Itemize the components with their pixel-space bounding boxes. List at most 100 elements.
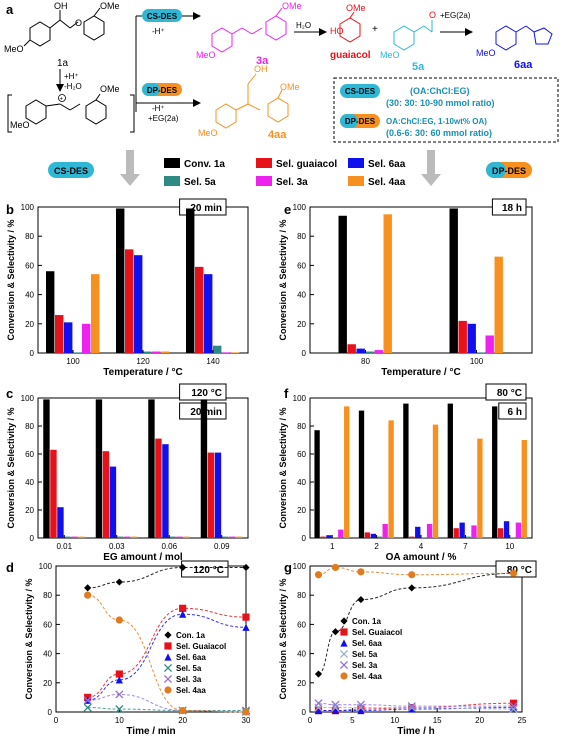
p5a-id-text: 5a — [412, 61, 425, 73]
point-g-1-4 — [509, 699, 518, 707]
y-tick-label: 100 — [39, 562, 53, 571]
sm-meo-text: MeO — [4, 44, 24, 54]
bar-b-2-1 — [195, 266, 204, 353]
ring-cation-right — [85, 99, 107, 125]
bar-e-1-1 — [458, 320, 467, 353]
point-d-0-3 — [242, 563, 250, 572]
legend-entry-d-0: Con. 1a — [176, 631, 205, 640]
bar-f-3-2 — [459, 522, 465, 538]
bar-e-0-1 — [347, 344, 356, 353]
legend-entry-g-2: Sel. 6aa — [352, 639, 382, 648]
chart-panel-b: 0 20 40 60 80 100 Temperature / °C Conversion &… — [6, 198, 249, 378]
right-down-arrow-icon — [421, 150, 441, 186]
y-axis-label: Conversion & Selectivity / % — [6, 407, 16, 528]
bar-b-0-0 — [46, 271, 55, 353]
bar-f-2-5 — [432, 424, 439, 538]
right-des-badge-left — [486, 162, 506, 178]
point-d-2-3 — [242, 623, 250, 631]
legend-marker-g-4-b — [339, 660, 349, 670]
sm-oh-text: OH — [54, 1, 68, 11]
x-tick-label: 7 — [463, 542, 468, 551]
bar-b-1-4 — [152, 351, 161, 353]
point-d-4-0-b — [83, 696, 92, 705]
y-tick-label: 80 — [297, 232, 306, 241]
y-tick-label: 0 — [30, 349, 35, 358]
fit-curve-d-0 — [87, 566, 246, 589]
point-d-2-2 — [179, 610, 187, 618]
bar-b-0-5 — [91, 274, 100, 353]
legend-label-5: Sel. 4aa — [368, 177, 406, 188]
bar-c-3-3 — [221, 536, 229, 538]
bar-f-2-2 — [415, 526, 421, 538]
bar-b-1-2 — [134, 255, 143, 353]
bar-c-0-4 — [71, 536, 78, 538]
x-axis-label: Temperature / °C — [381, 367, 460, 378]
y-tick-label: 60 — [25, 450, 34, 459]
ring-3a-left — [211, 27, 233, 53]
fit-curve-d-4 — [87, 693, 247, 713]
guaiacol-ome-text: OMe — [346, 3, 366, 13]
molecule-5a — [393, 20, 433, 51]
point-d-3-0-b — [83, 703, 92, 712]
legend-marker-g-4 — [339, 660, 349, 670]
panel-label-g: g — [284, 560, 292, 575]
y-tick-label: 60 — [25, 261, 34, 270]
legend-entry-d-4: Sel. 3a — [176, 675, 202, 684]
bar-b-2-3 — [213, 345, 222, 353]
fit-curve-g-4 — [318, 702, 514, 707]
point-g-2-2 — [357, 706, 365, 715]
point-d-3-1 — [115, 705, 124, 714]
point-g-4-0 — [314, 699, 323, 708]
y-axis-label: Conversion & Selectivity / % — [278, 578, 288, 699]
eg-step-text: +EG(2a) — [440, 11, 471, 20]
bar-b-1-3 — [143, 351, 152, 353]
panel-label-d: d — [6, 560, 14, 575]
ring-6aa-dioxolane — [533, 27, 553, 45]
point-g-4-1-b — [331, 700, 340, 709]
bar-f-3-3 — [465, 536, 471, 538]
bar-c-2-5 — [183, 536, 190, 538]
cation-meo-text: MeO — [10, 120, 30, 130]
ring-6aa-benzene — [495, 25, 517, 51]
legend-marker-d-2 — [164, 653, 172, 661]
x-axis-label: Time / min — [126, 726, 175, 737]
bar-c-3-0 — [200, 399, 208, 538]
point-d-4-1-b — [115, 690, 124, 699]
legend-swatch-4 — [256, 176, 272, 186]
y-tick-label: 60 — [43, 620, 52, 629]
legend-label-4: Sel. 3a — [276, 177, 308, 188]
bar-c-1-5 — [130, 536, 138, 538]
water-text: H₂O — [296, 21, 311, 30]
point-g-0-2 — [357, 595, 365, 604]
p4aa-meo-text: MeO — [198, 128, 218, 138]
p6aa-id-text: 6aa — [514, 59, 533, 71]
point-d-1-2 — [179, 604, 187, 612]
point-g-4-2 — [356, 700, 365, 709]
y-tick-label: 0 — [302, 534, 307, 543]
y-tick-label: 20 — [297, 506, 306, 515]
legend-label-3: Sel. 5a — [184, 177, 216, 188]
legend-marker-g-1 — [340, 628, 348, 636]
route-cs-badge — [142, 9, 182, 22]
legend-marker-d-3-b — [163, 663, 173, 673]
fit-curve-d-2 — [87, 613, 247, 701]
legend-marker-g-2 — [340, 639, 348, 647]
ring-4aa-left — [215, 103, 237, 129]
bar-f-2-1 — [409, 536, 415, 538]
y-tick-label: 80 — [297, 422, 306, 431]
bar-f-1-3 — [376, 536, 382, 538]
point-g-3-1-b — [331, 703, 340, 712]
legend-label-0: Conv. 1a — [184, 159, 225, 170]
x-tick-label: 0 — [308, 716, 313, 725]
route-dp-step1: -H⁺ — [152, 104, 165, 113]
legend-marker-d-0 — [164, 631, 172, 639]
legend-marker-d-1 — [164, 642, 172, 650]
bar-b-1-5 — [161, 351, 170, 353]
left-des-badge-text: CS-DES — [54, 166, 88, 176]
molecule-6aa — [495, 25, 553, 51]
bar-b-2-5 — [231, 352, 240, 353]
legend-strip: CS-DES DP-DES Conv. 1a Sel. guaiacol Sel. … — [48, 150, 532, 188]
y-tick-label: 0 — [302, 708, 307, 717]
route-cs-step: -H⁺ — [152, 27, 165, 36]
bar-c-1-1 — [102, 451, 110, 538]
